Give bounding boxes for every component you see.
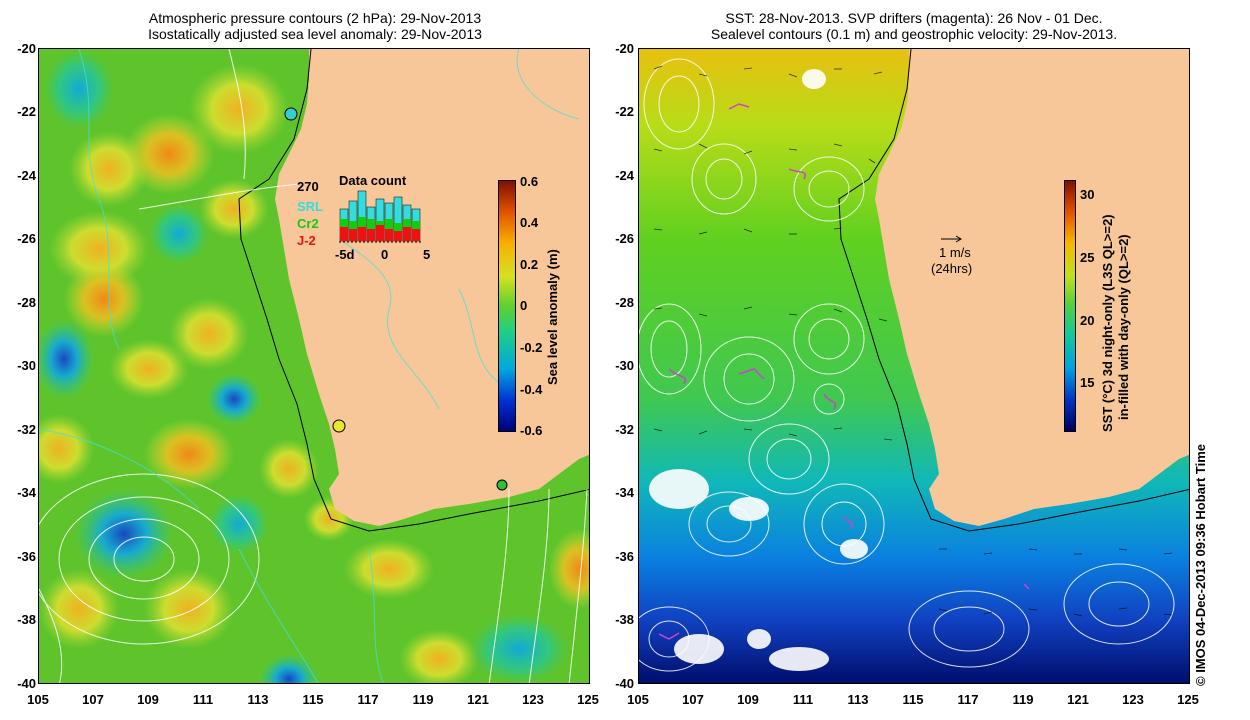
left-title-line1: Atmospheric pressure contours (2 hPa): 2… (148, 10, 482, 26)
velocity-scale-arrow (941, 235, 962, 243)
hist-tick-5: 5 (423, 247, 431, 262)
sst-colorbar (1064, 180, 1076, 432)
y-tick: -38 (615, 612, 634, 627)
sla-cb-tick: -0.2 (520, 340, 543, 355)
satellite-label-cr2: Cr2 (297, 216, 319, 231)
sla-colorbar-label: Sea level anomaly (m) (545, 249, 560, 385)
sst-cb-tick: 30 (1080, 187, 1095, 202)
x-tick: 111 (192, 692, 214, 707)
y-tick: -20 (17, 41, 36, 56)
x-tick: 125 (577, 692, 599, 707)
tide-station-marker (496, 479, 508, 491)
x-tick: 105 (627, 692, 649, 707)
hist-tick-0: 0 (381, 247, 389, 262)
y-tick: -22 (17, 104, 36, 119)
x-tick: 109 (137, 692, 159, 707)
sst-colorbar-label-line2: in-filled with day-only (QL>=2) (1116, 234, 1131, 420)
y-tick: -26 (17, 231, 36, 246)
right-map-title: SST: 28-Nov-2013. SVP drifters (magenta)… (638, 10, 1190, 42)
hist-tick-minus5: -5d (335, 247, 355, 262)
y-tick: -32 (615, 422, 634, 437)
tide-station-marker (284, 107, 298, 121)
sla-cb-tick: 0.2 (520, 257, 539, 272)
sla-cb-tick: 0 (520, 298, 528, 313)
velocity-scale-label: 1 m/s (939, 245, 971, 260)
x-tick: 113 (247, 692, 269, 707)
sla-cb-tick: -0.4 (520, 382, 543, 397)
x-tick: 117 (957, 692, 979, 707)
y-tick: -32 (17, 422, 36, 437)
y-tick: -38 (17, 612, 36, 627)
sla-cb-tick: 0.4 (520, 215, 539, 230)
y-tick: -40 (615, 676, 634, 691)
right-title-line1: SST: 28-Nov-2013. SVP drifters (magenta)… (725, 10, 1103, 26)
x-tick: 121 (467, 692, 489, 707)
sla-contours (39, 49, 580, 683)
y-tick: -20 (615, 41, 634, 56)
shelf-edge-contour (838, 49, 1189, 532)
sla-anomaly-blobs (39, 49, 589, 683)
velocity-scale-sublabel: (24hrs) (931, 261, 973, 276)
svp-drifter-tracks (658, 103, 1030, 640)
x-tick: 105 (27, 692, 49, 707)
y-tick: -26 (615, 231, 634, 246)
sst-cb-tick: 20 (1080, 313, 1095, 328)
data-count-max: 270 (297, 179, 319, 194)
data-count-title: Data count (339, 173, 407, 188)
x-tick: 121 (1067, 692, 1089, 707)
left-title-line2: Isostatically adjusted sea level anomaly… (148, 26, 482, 42)
y-tick: -28 (17, 295, 36, 310)
left-map-title: Atmospheric pressure contours (2 hPa): 2… (40, 10, 590, 42)
australia-landmass (875, 49, 1189, 526)
y-tick: -40 (17, 676, 36, 691)
x-tick: 119 (412, 692, 434, 707)
y-tick: -24 (615, 168, 634, 183)
y-tick: -36 (615, 549, 634, 564)
y-tick: -34 (17, 485, 36, 500)
x-tick: 119 (1012, 692, 1034, 707)
sst-map-graphic (639, 49, 1189, 683)
x-tick: 123 (1122, 692, 1144, 707)
tide-station-marker (332, 419, 346, 433)
sst-cloud-gaps (649, 69, 868, 671)
satellite-label-j2: J-2 (297, 233, 316, 248)
pressure-contours (39, 49, 588, 683)
sst-cb-tick: 15 (1080, 375, 1095, 390)
x-tick: 111 (792, 692, 814, 707)
right-title-line2: Sealevel contours (0.1 m) and geostrophi… (710, 26, 1118, 42)
x-tick: 115 (302, 692, 324, 707)
y-tick: -28 (615, 295, 634, 310)
x-tick: 123 (522, 692, 544, 707)
y-tick: -22 (615, 104, 634, 119)
satellite-label-srl: SRL (297, 199, 323, 214)
sla-colorbar (498, 180, 516, 432)
x-tick: 125 (1177, 692, 1199, 707)
imos-credit: © IMOS 04-Dec-2013 09:36 Hobart Time (1193, 444, 1208, 686)
sst-colorbar-label-line1: SST (°C) 3d night-only (L3S QL>=2) (1100, 214, 1115, 432)
sealevel-contours (639, 58, 1175, 672)
x-tick: 107 (682, 692, 704, 707)
x-tick: 115 (902, 692, 924, 707)
x-tick: 107 (82, 692, 104, 707)
sst-cb-tick: 25 (1080, 250, 1095, 265)
y-tick: -24 (17, 168, 36, 183)
sst-map: 1 m/s (24hrs) (638, 48, 1190, 684)
sla-cb-tick: -0.6 (520, 423, 543, 438)
x-tick: 117 (357, 692, 379, 707)
y-tick: -30 (615, 358, 634, 373)
data-count-histogram (339, 190, 421, 243)
y-tick: -36 (17, 549, 36, 564)
y-tick: -30 (17, 358, 36, 373)
y-tick: -34 (615, 485, 634, 500)
x-tick: 113 (847, 692, 869, 707)
x-tick: 109 (737, 692, 759, 707)
geostrophic-velocity-arrows (653, 65, 1173, 617)
shelf-edge-contour (238, 49, 589, 532)
sla-cb-tick: 0.6 (520, 174, 539, 189)
